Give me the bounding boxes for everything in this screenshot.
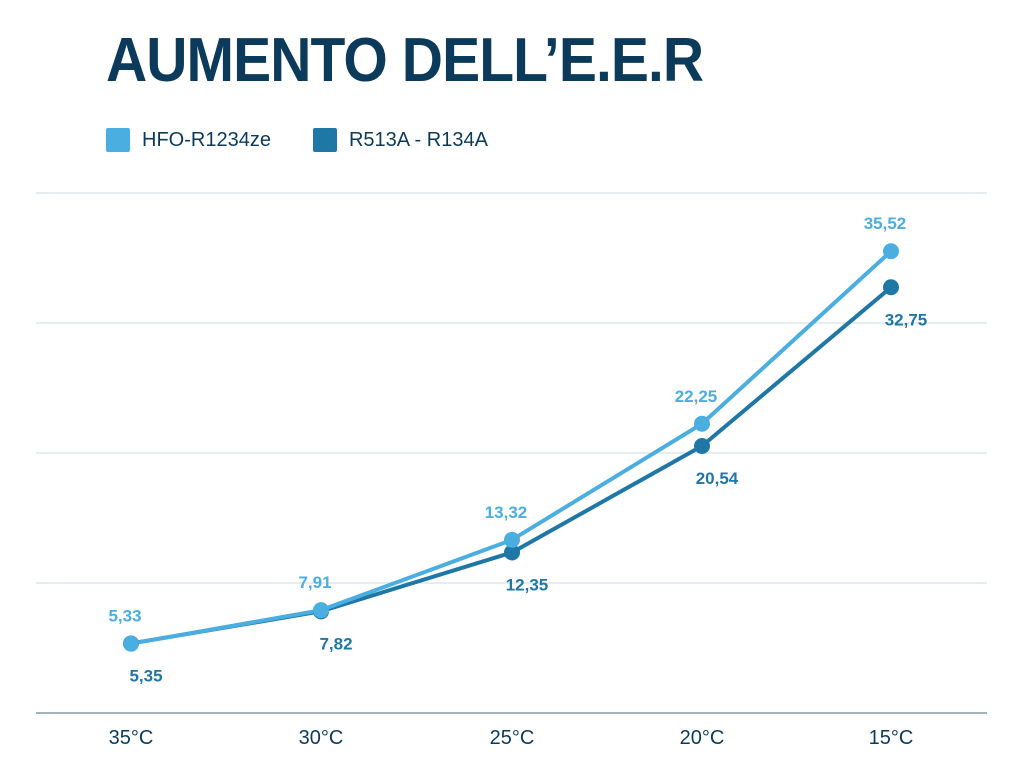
data-point bbox=[504, 531, 520, 548]
data-label: 7,82 bbox=[319, 634, 352, 653]
x-tick-label: 20°C bbox=[680, 727, 725, 749]
data-label: 32,75 bbox=[885, 310, 928, 329]
data-label: 13,32 bbox=[485, 503, 528, 522]
data-label: 22,25 bbox=[675, 387, 718, 406]
x-tick-label: 35°C bbox=[109, 727, 154, 749]
legend-item-hfo: HFO-R1234ze bbox=[106, 128, 271, 152]
data-point bbox=[313, 602, 329, 619]
legend-label-r513a: R513A - R134A bbox=[348, 128, 488, 151]
legend-swatch-hfo bbox=[106, 128, 130, 152]
data-label: 5,33 bbox=[108, 607, 141, 626]
data-point bbox=[694, 415, 710, 432]
data-label: 7,91 bbox=[298, 573, 331, 592]
data-point bbox=[694, 437, 710, 454]
x-tick-label: 25°C bbox=[490, 727, 535, 749]
data-point bbox=[123, 635, 139, 652]
legend-item-r513a: R513A - R134A bbox=[312, 128, 488, 152]
legend: HFO-R1234ze R513A - R134A bbox=[106, 128, 488, 152]
data-point bbox=[883, 279, 899, 296]
data-label: 5,35 bbox=[129, 666, 162, 685]
legend-swatch-r513a bbox=[312, 128, 337, 152]
chart-title: AUMENTO DELL’E.E.R bbox=[106, 26, 704, 95]
data-point bbox=[504, 544, 520, 561]
data-label: 20,54 bbox=[696, 469, 739, 488]
x-tick-label: 30°C bbox=[299, 727, 344, 749]
data-label: 35,52 bbox=[864, 214, 907, 233]
data-label: 12,35 bbox=[506, 575, 549, 594]
x-tick-label: 15°C bbox=[869, 727, 914, 749]
data-point bbox=[883, 243, 899, 260]
legend-label-hfo: HFO-R1234ze bbox=[142, 128, 271, 151]
